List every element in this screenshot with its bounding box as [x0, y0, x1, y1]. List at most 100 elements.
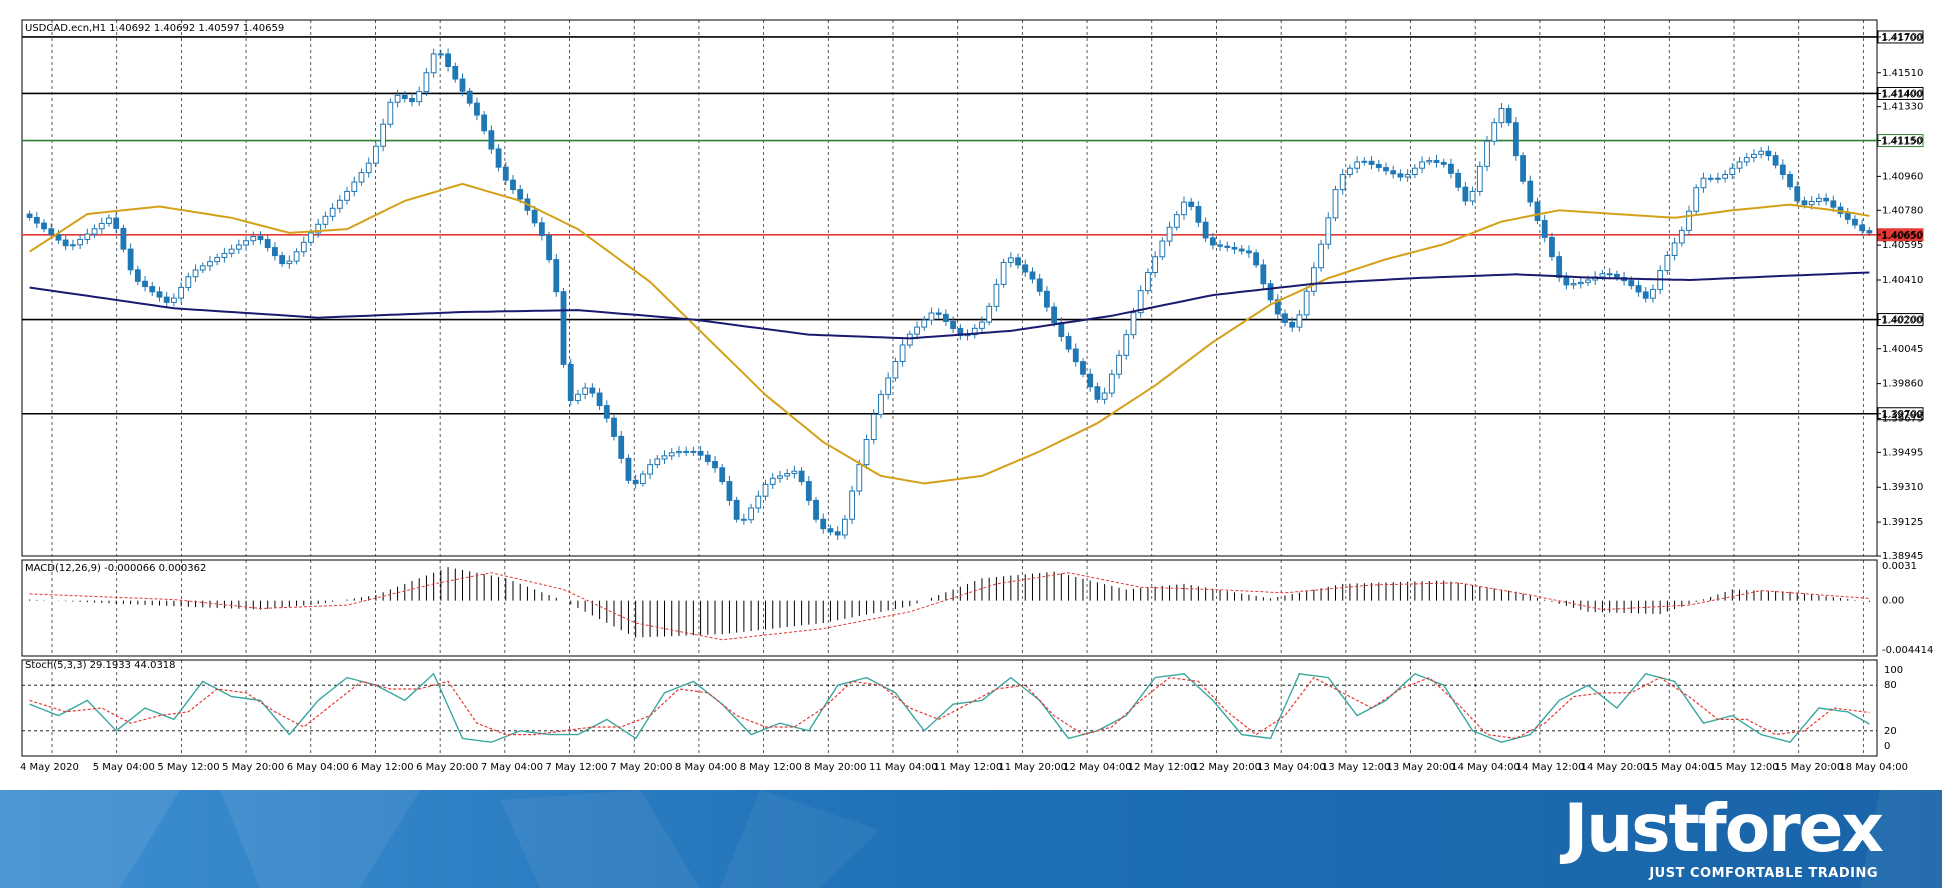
candle-body [921, 319, 928, 328]
candle-body [849, 490, 855, 520]
x-tick-label: 11 May 20:00 [998, 762, 1067, 773]
candle-body [1866, 230, 1873, 234]
candle-body [632, 479, 639, 484]
x-tick-label: 15 May 20:00 [1775, 762, 1844, 773]
candle-body [502, 166, 509, 181]
candle-body [1823, 197, 1830, 202]
candle-body [1007, 257, 1014, 263]
candle-body [1440, 161, 1447, 165]
candle-body [250, 235, 257, 242]
candle-body [986, 305, 993, 323]
candle-body [1462, 186, 1469, 202]
candle-body [55, 233, 62, 241]
candle-body [740, 518, 747, 521]
candle-body [1606, 273, 1613, 276]
candle-body [293, 251, 300, 262]
candle-body [596, 392, 603, 407]
candle-body [214, 257, 221, 263]
candle-body [394, 94, 401, 103]
candle-body [676, 450, 682, 454]
candle-body [856, 464, 863, 492]
candle-body [1700, 177, 1707, 189]
candle-body [546, 234, 552, 261]
candle-body [1498, 108, 1505, 124]
candle-body [1859, 224, 1866, 232]
candle-body [863, 439, 870, 466]
candle-body [784, 473, 791, 477]
candle-body [1145, 271, 1151, 292]
candle-body [329, 207, 336, 217]
candle-body [474, 102, 480, 116]
candle-body [279, 255, 286, 265]
candle-body [1476, 165, 1483, 192]
candle-body [113, 217, 120, 229]
x-tick-label: 13 May 04:00 [1257, 762, 1326, 773]
candle-body [878, 393, 884, 415]
candle-body [575, 393, 581, 402]
candle-body [1693, 187, 1700, 212]
candle-body [1347, 167, 1353, 175]
candle-body [1650, 288, 1656, 299]
candle-body [373, 145, 379, 164]
candle-body [1231, 246, 1238, 250]
candle-body [387, 101, 394, 125]
candle-body [1325, 217, 1332, 245]
candle-body [452, 65, 459, 80]
stoch-y-tick-label: 20 [1884, 726, 1897, 737]
fast-moving-average [29, 182, 1870, 485]
candle-body [769, 477, 776, 485]
candle-body [1123, 334, 1130, 356]
candle-body [1563, 276, 1570, 286]
candle-body [459, 78, 466, 92]
y-tick-label: 1.41150 [1882, 136, 1923, 147]
candle-body [1202, 221, 1209, 239]
x-tick-label: 6 May 04:00 [287, 762, 349, 773]
candle-body [589, 387, 596, 394]
y-tick-label: 1.38945 [1882, 551, 1923, 562]
candle-body [697, 450, 704, 456]
price-level-label: 1.41700 [1881, 33, 1922, 44]
candle-body [409, 98, 415, 103]
candle-body [134, 269, 141, 282]
candle-body [1015, 257, 1021, 266]
candle-body [84, 233, 91, 240]
candle-body [935, 312, 942, 315]
stoch-pane-frame [21, 659, 1878, 757]
x-tick-label: 5 May 04:00 [93, 762, 155, 773]
brand-footer: Justforex JUST COMFORTABLE TRADING [0, 790, 1942, 888]
candle-body [1419, 161, 1425, 169]
price-level-label: 1.41150 [1881, 137, 1922, 148]
candle-body [1628, 280, 1635, 287]
candle-body [1743, 157, 1750, 163]
candle-body [726, 481, 733, 501]
x-tick-label: 14 May 20:00 [1581, 762, 1650, 773]
candle-body [870, 413, 877, 441]
macd-label: MACD(12,26,9) -0.000066 0.000362 [25, 563, 206, 574]
x-tick-label: 8 May 12:00 [740, 762, 802, 773]
candle-body [1686, 210, 1692, 231]
candle-body [611, 417, 617, 437]
candle-body [942, 313, 949, 322]
candle-body [892, 360, 899, 379]
x-tick-label: 6 May 20:00 [416, 762, 478, 773]
candle-body [1484, 140, 1490, 167]
x-tick-label: 5 May 12:00 [157, 762, 219, 773]
candle-body [1664, 255, 1671, 272]
candle-body [33, 216, 40, 224]
candle-body [41, 222, 47, 230]
macd-signal-line [29, 572, 1870, 641]
candle-body [1253, 252, 1260, 266]
macd-y-tick-label: 0.0031 [1882, 561, 1917, 572]
y-tick-label: 1.39860 [1882, 379, 1923, 390]
candle-body [142, 280, 148, 288]
candle-body [1087, 373, 1094, 388]
candle-body [704, 454, 711, 462]
candle-body [1390, 170, 1397, 175]
y-tick-label: 1.40650 [1882, 230, 1923, 241]
candle-body [1260, 264, 1267, 285]
candle-body [1159, 240, 1166, 258]
candle-body [1080, 361, 1086, 375]
stoch-y-tick-label: 100 [1884, 665, 1903, 676]
candle-body [538, 222, 545, 236]
candle-body [1751, 153, 1757, 159]
